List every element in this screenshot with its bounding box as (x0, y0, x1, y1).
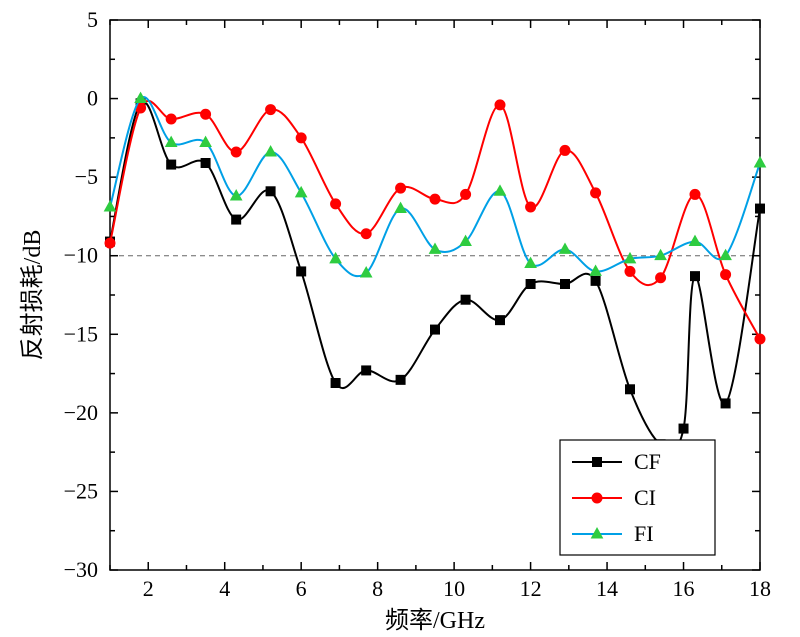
y-tick-label: −15 (64, 321, 98, 346)
x-tick-label: 14 (596, 576, 618, 601)
x-axis-label: 频率/GHz (385, 607, 485, 634)
y-tick-label: −30 (64, 557, 98, 582)
chart-svg: 2 4 6 8 10 12 14 16 18 −30 −25 −20 −15 −10 −5 0 5 频率/GHz 反… (0, 0, 800, 637)
y-tick-label: 5 (87, 7, 98, 32)
x-tick-label: 4 (219, 576, 230, 601)
y-tick-label: −5 (75, 164, 98, 189)
x-tick-label: 6 (296, 576, 307, 601)
y-tick-label: −10 (64, 243, 98, 268)
x-tick-label: 12 (520, 576, 542, 601)
legend: CF CI FI (560, 440, 715, 555)
legend-label: FI (634, 521, 654, 546)
x-tick-label: 16 (673, 576, 695, 601)
y-tick-label: −20 (64, 400, 98, 425)
x-tick-label: 8 (372, 576, 383, 601)
y-tick-label: 0 (87, 86, 98, 111)
y-axis-label: 反射损耗/dB (19, 230, 46, 361)
x-tick-label: 10 (443, 576, 465, 601)
reflection-loss-chart: 2 4 6 8 10 12 14 16 18 −30 −25 −20 −15 −10 −5 0 5 频率/GHz 反… (0, 0, 800, 637)
legend-label: CF (634, 449, 661, 474)
x-tick-label: 18 (749, 576, 771, 601)
x-tick-label: 2 (143, 576, 154, 601)
y-tick-label: −25 (64, 478, 98, 503)
legend-label: CI (634, 485, 656, 510)
